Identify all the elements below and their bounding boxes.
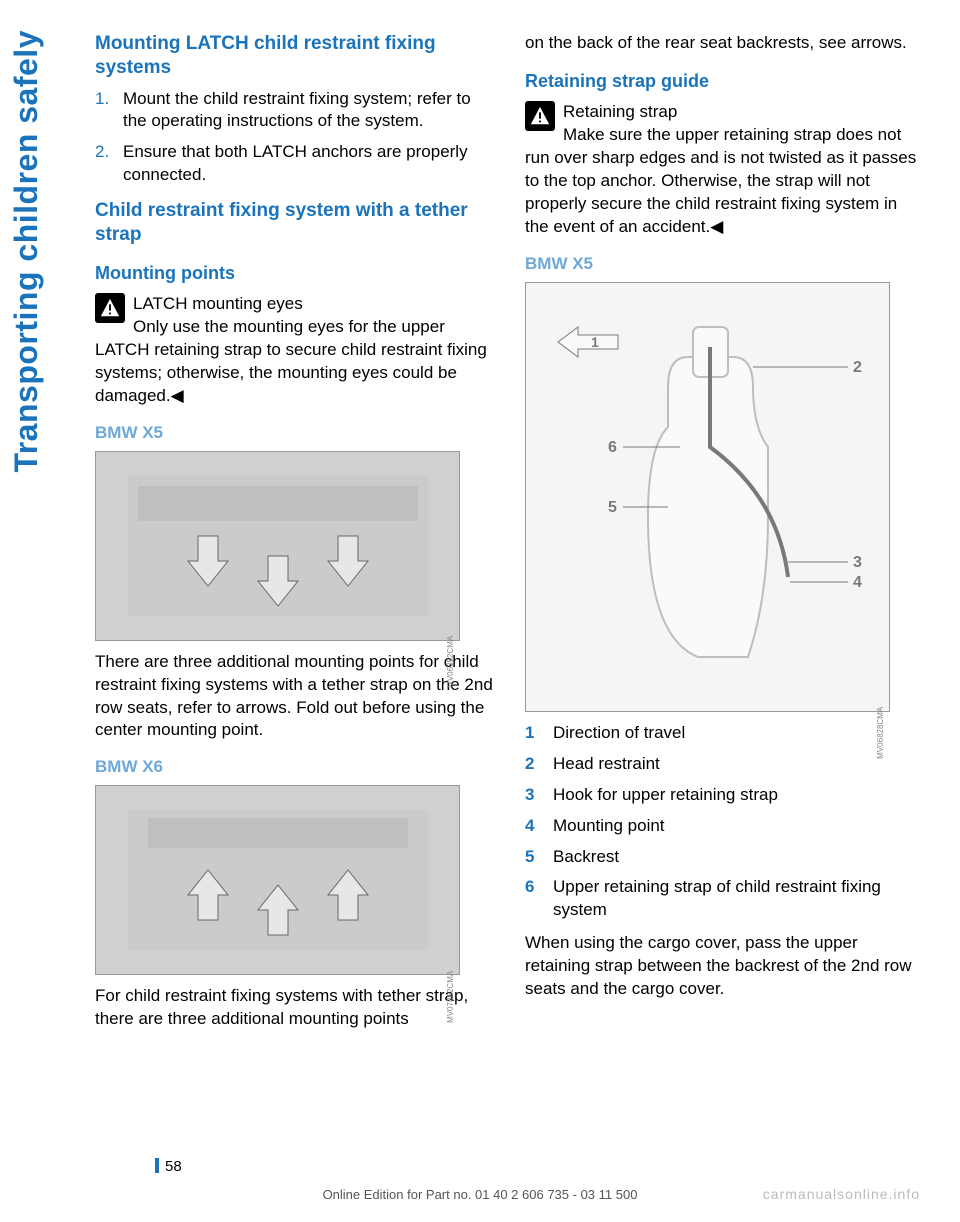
legend-text: Hook for upper retaining strap xyxy=(553,784,778,807)
legend-item-3: 3 Hook for upper retaining strap xyxy=(525,784,925,807)
figure-strap-diagram: 1 2 6 5 3 4 MV06828CMA xyxy=(525,282,890,712)
step-1: 1. Mount the child restraint fixing syst… xyxy=(95,88,495,134)
closing-paragraph: When using the cargo cover, pass the upp… xyxy=(525,932,925,1001)
svg-text:6: 6 xyxy=(608,439,617,456)
svg-text:2: 2 xyxy=(853,359,862,376)
figure-x5-mounting: MV06352CMA xyxy=(95,451,460,641)
warning-icon xyxy=(525,101,555,131)
page-content: Mounting LATCH child restraint fixing sy… xyxy=(95,0,945,1222)
legend-num: 3 xyxy=(525,784,539,807)
figure-code: MV06352CMA xyxy=(446,636,457,688)
step-2: 2. Ensure that both LATCH anchors are pr… xyxy=(95,141,495,187)
warning-title: LATCH mounting eyes xyxy=(133,294,303,313)
figure-code: MV06828CMA xyxy=(876,707,887,759)
svg-text:5: 5 xyxy=(608,499,617,516)
legend-num: 4 xyxy=(525,815,539,838)
legend-item-4: 4 Mounting point xyxy=(525,815,925,838)
warning-title: Retaining strap xyxy=(563,102,677,121)
legend-text: Upper retaining strap of child restraint… xyxy=(553,876,925,922)
section-tab: Transporting children safely xyxy=(5,30,48,473)
legend-num: 5 xyxy=(525,846,539,869)
legend-num: 6 xyxy=(525,876,539,922)
diagram-legend: 1 Direction of travel 2 Head restraint 3 Ho… xyxy=(525,722,925,923)
heading-bmw-x5-diagram: BMW X5 xyxy=(525,253,925,276)
legend-item-6: 6 Upper retaining strap of child restrain… xyxy=(525,876,925,922)
heading-bmw-x6: BMW X6 xyxy=(95,756,495,779)
legend-num: 2 xyxy=(525,753,539,776)
warning-text: Retaining strap Make sure the upper reta… xyxy=(525,101,925,239)
heading-mounting-points: Mounting points xyxy=(95,261,495,285)
warning-latch-eyes: LATCH mounting eyes Only use the mountin… xyxy=(95,293,495,408)
x5-caption: There are three additional mounting poin… xyxy=(95,651,495,743)
heading-bmw-x5: BMW X5 xyxy=(95,422,495,445)
figure-x6-mounting: MV07862CMA xyxy=(95,785,460,975)
figure-code: MV07862CMA xyxy=(446,970,457,1022)
svg-text:4: 4 xyxy=(853,574,862,591)
step-number: 2. xyxy=(95,141,113,187)
warning-body: Only use the mounting eyes for the upper… xyxy=(95,317,487,405)
watermark: carmanualsonline.info xyxy=(763,1185,920,1204)
step-text: Ensure that both LATCH anchors are prope… xyxy=(123,141,495,187)
legend-item-2: 2 Head restraint xyxy=(525,753,925,776)
left-column: Mounting LATCH child restraint fixing sy… xyxy=(95,32,495,1222)
step-number: 1. xyxy=(95,88,113,134)
manual-page: Transporting children safely Mounting LA… xyxy=(0,0,960,1222)
continuation-text: on the back of the rear seat backrests, … xyxy=(525,32,925,55)
warning-icon xyxy=(95,293,125,323)
legend-text: Backrest xyxy=(553,846,619,869)
right-column: on the back of the rear seat backrests, … xyxy=(525,32,925,1222)
legend-num: 1 xyxy=(525,722,539,745)
legend-text: Mounting point xyxy=(553,815,665,838)
page-number: 58 xyxy=(155,1157,182,1177)
legend-text: Head restraint xyxy=(553,753,660,776)
heading-mounting-latch: Mounting LATCH child restraint fixing sy… xyxy=(95,32,495,80)
warning-retaining-strap: Retaining strap Make sure the upper reta… xyxy=(525,101,925,239)
warning-body: Make sure the upper retaining strap does… xyxy=(525,125,916,236)
warning-text: LATCH mounting eyes Only use the mountin… xyxy=(95,293,495,408)
step-text: Mount the child restraint fixing system;… xyxy=(123,88,495,134)
heading-strap-guide: Retaining strap guide xyxy=(525,69,925,93)
heading-tether: Child restraint fixing system with a tet… xyxy=(95,199,495,247)
legend-item-5: 5 Backrest xyxy=(525,846,925,869)
mounting-steps: 1. Mount the child restraint fixing syst… xyxy=(95,88,495,188)
svg-text:3: 3 xyxy=(853,554,862,571)
legend-text: Direction of travel xyxy=(553,722,685,745)
legend-item-1: 1 Direction of travel xyxy=(525,722,925,745)
svg-text:1: 1 xyxy=(591,334,599,350)
x6-caption: For child restraint fixing systems with … xyxy=(95,985,495,1031)
